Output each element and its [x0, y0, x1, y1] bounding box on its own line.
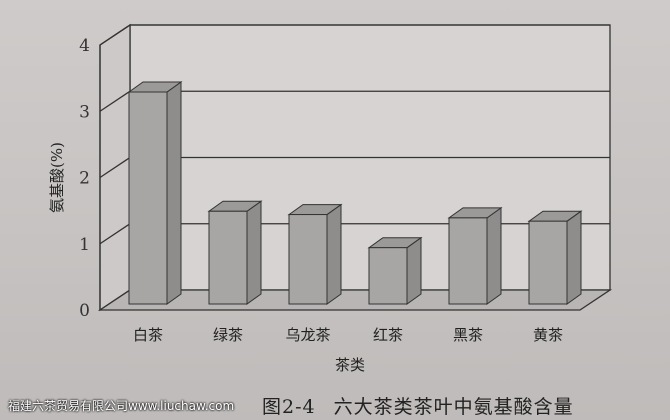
y-tick-label: 4: [79, 36, 90, 56]
y-tick-label: 2: [79, 169, 90, 189]
bar-front: [528, 220, 568, 305]
x-axis-label: 茶类: [335, 356, 365, 374]
x-tick-label: 黑茶: [453, 326, 483, 344]
y-tick-label: 0: [79, 301, 90, 321]
bar: [287, 203, 343, 305]
bar-side: [406, 236, 422, 305]
bar-front: [368, 247, 408, 305]
x-tick-label: 绿茶: [213, 326, 243, 344]
side-gridline: [99, 156, 131, 179]
watermark: 福建六茶贸易有限公司www.liuchaw.com: [8, 399, 235, 413]
bar-side: [246, 200, 262, 305]
bar-front: [128, 91, 168, 305]
x-tick-label: 红茶: [373, 326, 403, 344]
bar-side: [486, 206, 502, 305]
bar: [207, 200, 263, 305]
y-axis-label: 氨基酸(%): [48, 142, 66, 213]
bar-side: [326, 203, 342, 305]
bar-front: [288, 214, 328, 305]
bar-side: [166, 81, 182, 305]
caption-number: 图2-4: [262, 396, 316, 418]
bar-front: [448, 217, 488, 305]
side-gridline: [99, 90, 131, 112]
bar-side: [566, 210, 582, 305]
y-tick-label: 1: [79, 235, 90, 255]
bar: [447, 206, 503, 305]
bar: [367, 236, 423, 305]
side-gridline: [99, 24, 131, 46]
caption-title: 六大茶类茶叶中氨基酸含量: [333, 396, 574, 418]
bar-front: [208, 210, 248, 305]
side-gridline: [99, 223, 131, 245]
bar: [527, 210, 583, 305]
x-tick-label: 白茶: [133, 326, 163, 344]
x-tick-label: 乌龙茶: [285, 326, 330, 344]
x-tick-label: 黄茶: [533, 326, 563, 344]
figure-caption: 图2-4 六大茶类茶叶中氨基酸含量: [262, 392, 592, 419]
bar: [127, 81, 183, 305]
y-tick-label: 3: [79, 102, 90, 122]
